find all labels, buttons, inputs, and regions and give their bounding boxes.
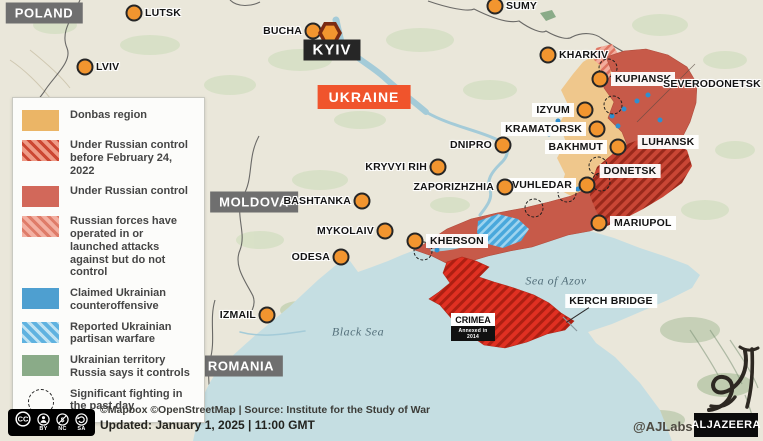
city-label-izmail: IZMAIL [219,309,256,321]
legend-swatch-partisan [22,321,59,343]
kerch-bridge-leader-line [566,307,590,323]
legend-label-partisan: Reported Ukrainian partisan warfare [70,320,172,346]
legend-panel: Donbas region Under Russian control befor… [12,97,205,423]
city-label-mykolaiv: MYKOLAIV [316,225,374,237]
country-label-poland: POLAND [5,2,83,24]
footer-bar: CC BY $ NC SA ©Mapbox ©Open [0,345,763,441]
city-marker-lutsk [125,4,143,22]
legend-swatch-counteroffensive [22,288,59,309]
black-sea [193,231,700,441]
svg-text:CC: CC [18,415,29,424]
legend-label-control: Under Russian control [70,185,188,198]
creative-commons-badge: CC BY $ NC SA [8,409,95,436]
country-label-moldova: MOLDOVA [210,191,298,213]
aljazeera-logo-icon [707,345,760,412]
city-marker-mariupol [590,214,608,232]
city-label-lutsk: LUTSK [145,7,181,19]
city-marker-kramatorsk [588,120,606,138]
city-label-donetsk: DONETSK [599,164,661,178]
kerch-bridge-label: KERCH BRIDGE [565,294,657,308]
city-marker-sumy [486,0,504,15]
legend-item-says-controls: Ukrainian territory Russia says it contr… [22,354,194,380]
city-label-bakhmut: BAKHMUT [544,140,607,154]
city-marker-bakhmut [609,138,627,156]
country-label-romania: ROMANIA [198,355,284,377]
legend-item-counteroffensive: Claimed Ukrainian counteroffensive [22,287,194,313]
carpathian-ridges [9,49,71,99]
city-marker-kupiansk [591,70,609,88]
sea-label-sea-of-azov: Sea of Azov [525,273,587,288]
updated-timestamp: Updated: January 1, 2025 | 11:00 GMT [100,418,315,432]
pre-2022-control-area [590,137,692,226]
city-marker-izmail [258,306,276,324]
city-marker-izyum [576,101,594,119]
kerch-bridge-line [562,316,578,332]
legend-label-donbas: Donbas region [70,109,148,121]
city-label-severodonetsk: SEVERODONETSK [663,78,761,90]
map-attribution: ©Mapbox ©OpenStreetMap | Source: Institu… [100,404,431,416]
city-marker-vuhledar [578,176,596,194]
city-marker-kharkiv [539,46,557,64]
capital-label-kyiv: KYIV [303,39,361,61]
city-label-sumy: SUMY [506,0,538,12]
legend-label-counteroffensive: Claimed Ukrainian counteroffensive [70,287,166,312]
city-label-dnipro: DNIPRO [449,139,492,151]
terrain-texture [33,14,755,430]
significant-fighting-marker [603,95,623,115]
legend-items: Donbas region Under Russian control befor… [22,109,194,415]
city-label-kharkiv: KHARKIV [559,49,609,61]
cc-icon: CC [15,411,31,434]
svg-text:$: $ [61,417,65,424]
partisan-area [477,214,529,248]
legend-swatch-says-controls [22,355,59,376]
city-marker-lviv [76,58,94,76]
city-label-kramatorsk: KRAMATORSK [501,122,586,136]
capital-marker-kyiv [318,21,342,45]
legend-swatch-operated [22,216,59,238]
city-label-mariupol: MARIUPOL [610,216,676,230]
legend-item-control-pre-2022: Under Russian control before February 24… [22,139,194,177]
legend-label-operated: Russian forces have operated in or launc… [70,215,177,279]
city-label-zaporizhzhia: ZAPORIZHZHIA [413,181,494,193]
city-marker-kherson [406,232,424,250]
city-marker-bashtanka [353,192,371,210]
city-marker-mykolaiv [376,222,394,240]
city-label-lviv: LVIV [96,61,120,73]
legend-swatch-donbas [22,110,59,131]
city-label-vuhledar: VUHLEDAR [508,178,576,192]
country-label-ukraine: UKRAINE [317,85,411,109]
city-marker-kryvyi-rih [429,158,447,176]
city-label-bashtanka: BASHTANKA [283,195,351,207]
crimea-label: CRIMEA Annexed in 2014 [451,313,495,341]
city-label-izyum: IZYUM [532,103,574,117]
cc-nc-icon: $ NC [56,413,69,433]
city-label-luhansk: LUHANSK [637,135,699,149]
sea-label-black-sea: Black Sea [331,324,385,339]
city-label-bucha: BUCHA [263,25,302,37]
city-marker-dnipro [494,136,512,154]
cc-by-icon: BY [37,413,50,433]
legend-label-control-pre-2022: Under Russian control before February 24… [70,139,188,177]
city-label-kryvyi-rih: KRYVYI RIH [365,161,427,173]
legend-item-partisan: Reported Ukrainian partisan warfare [22,321,194,347]
legend-swatch-control [22,186,59,208]
legend-item-donbas: Donbas region [22,109,194,131]
city-marker-zaporizhzhia [496,178,514,196]
cc-sa-icon: SA [75,413,88,433]
aljazeera-wordmark: ALJAZEERA [691,413,760,437]
legend-swatch-control-pre-2022 [22,140,59,161]
city-marker-odesa [332,248,350,266]
significant-fighting-marker [524,198,544,218]
city-label-kupiansk: KUPIANSK [611,72,676,86]
rail-line [636,63,696,123]
legend-item-control: Under Russian control [22,185,194,208]
legend-item-operated: Russian forces have operated in or launc… [22,215,194,279]
legend-label-says-controls: Ukrainian territory Russia says it contr… [70,354,190,379]
ajlabs-handle: @AJLabs [633,419,693,434]
city-label-kherson: KHERSON [426,234,488,248]
city-label-odesa: ODESA [291,251,330,263]
claimed-by-russia-area [540,10,556,21]
